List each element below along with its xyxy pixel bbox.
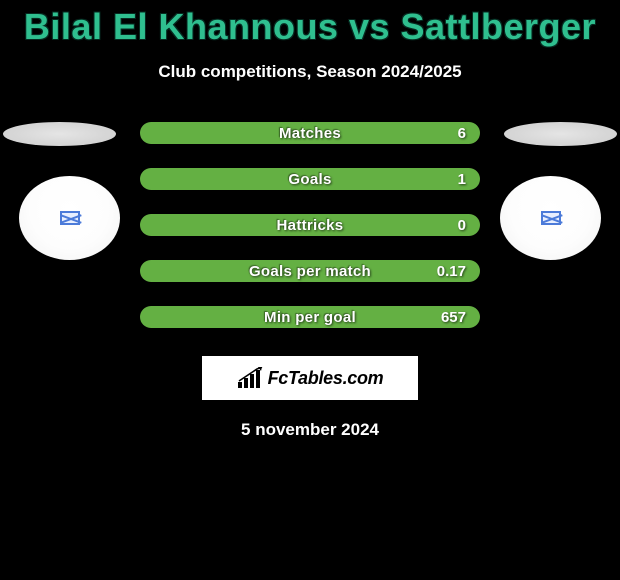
subtitle: Club competitions, Season 2024/2025 — [0, 62, 620, 82]
page-title: Bilal El Khannous vs Sattlberger — [0, 0, 620, 48]
player-left-shadow — [3, 122, 116, 146]
stat-bar-label: Goals — [288, 171, 331, 188]
comparison-stage: Matches 6 Goals 1 Hattricks 0 Goals per match 0… — [0, 122, 620, 328]
stat-bar-value-right: 6 — [458, 125, 466, 142]
stat-bar: Min per goal 657 — [140, 306, 480, 328]
brand-box: FcTables.com — [202, 356, 418, 400]
image-placeholder-icon — [60, 211, 80, 225]
player-left-avatar — [19, 176, 120, 260]
stat-bars: Matches 6 Goals 1 Hattricks 0 Goals per match 0… — [140, 122, 480, 328]
player-right-avatar — [500, 176, 601, 260]
stat-bar-label: Matches — [279, 125, 341, 142]
stat-bar: Matches 6 — [140, 122, 480, 144]
stat-bar-label: Min per goal — [264, 309, 356, 326]
image-placeholder-icon — [541, 211, 561, 225]
stat-bar: Goals per match 0.17 — [140, 260, 480, 282]
stat-bar-label: Hattricks — [277, 217, 344, 234]
stat-bar-value-right: 0 — [458, 217, 466, 234]
brand-chart-icon — [237, 367, 263, 389]
player-right-shadow — [504, 122, 617, 146]
stat-bar-value-right: 0.17 — [437, 263, 466, 280]
stat-bar: Hattricks 0 — [140, 214, 480, 236]
brand-text: FcTables.com — [268, 368, 384, 389]
stat-bar-value-right: 657 — [441, 309, 466, 326]
date-label: 5 november 2024 — [0, 420, 620, 440]
stat-bar-label: Goals per match — [249, 263, 371, 280]
stat-bar-value-right: 1 — [458, 171, 466, 188]
stat-bar: Goals 1 — [140, 168, 480, 190]
